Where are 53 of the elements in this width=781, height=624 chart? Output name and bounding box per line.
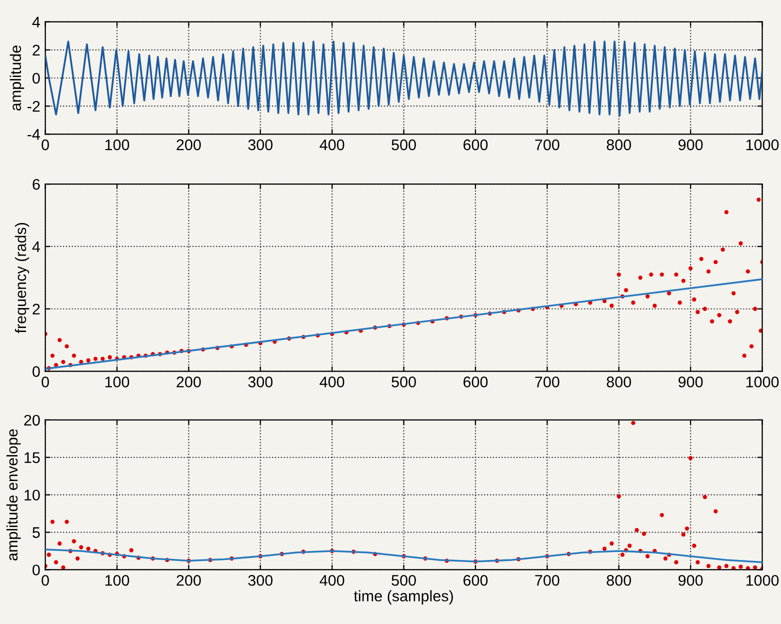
x-tick-label: 400: [320, 376, 344, 388]
x-tick-label: 1000: [746, 139, 779, 150]
x-tick-label: 100: [105, 574, 130, 586]
x-tick-label: 800: [606, 376, 632, 388]
x-tick-label: 200: [176, 139, 201, 150]
y-tick-label: 20: [24, 414, 40, 426]
y-tick-label: 5: [32, 527, 40, 538]
x-tick-label: 300: [248, 574, 273, 586]
x-axis-title: time (samples): [354, 590, 453, 604]
x-tick-label: 900: [678, 139, 703, 150]
y-tick-label: 0: [32, 72, 40, 84]
y-tick-label: 0: [32, 366, 40, 377]
line-series: [45, 40, 762, 117]
x-tick-label: 700: [535, 376, 560, 388]
y-tick-label: -2: [28, 100, 40, 112]
x-tick-label: 900: [678, 376, 703, 388]
y-tick-label: -4: [28, 129, 40, 140]
y-axis-title: amplitude envelope: [6, 429, 21, 560]
x-tick-label: 800: [606, 139, 632, 150]
x-tick-label: 200: [176, 376, 201, 388]
x-tick-label: 1000: [746, 574, 779, 586]
x-tick-label: 600: [464, 139, 488, 150]
x-tick-label: 100: [105, 376, 130, 388]
x-tick-label: 200: [176, 574, 201, 586]
x-tick-label: 300: [248, 139, 273, 150]
y-tick-label: 4: [32, 242, 40, 252]
x-tick-label: 500: [392, 139, 416, 150]
x-tick-label: 500: [392, 376, 416, 388]
x-tick-label: 600: [464, 376, 488, 388]
x-tick-label: 0: [42, 139, 49, 150]
x-tick-label: 0: [42, 376, 49, 388]
y-tick-label: 6: [32, 178, 40, 190]
y-tick-label: 2: [32, 44, 40, 56]
y-axis-title: amplitude: [10, 46, 24, 110]
x-tick-label: 700: [535, 574, 560, 586]
y-axis-title: frequency (rads): [14, 223, 30, 334]
x-tick-label: 0: [42, 574, 49, 586]
x-tick-label: 600: [464, 574, 488, 586]
x-tick-label: 500: [392, 574, 416, 586]
x-tick-label: 100: [105, 139, 130, 150]
x-tick-label: 1000: [746, 376, 779, 388]
y-tick-label: 4: [32, 16, 40, 28]
y-tick-label: 10: [24, 490, 40, 501]
y-tick-label: 15: [24, 452, 40, 464]
line-series: [45, 548, 762, 564]
x-tick-label: 900: [678, 574, 703, 586]
x-tick-label: 400: [320, 574, 344, 586]
x-tick-label: 700: [535, 139, 560, 150]
y-tick-label: 0: [32, 564, 40, 576]
x-tick-label: 300: [248, 376, 273, 388]
y-tick-label: 2: [32, 304, 40, 314]
x-tick-label: 800: [606, 574, 632, 586]
x-tick-label: 400: [320, 139, 344, 150]
